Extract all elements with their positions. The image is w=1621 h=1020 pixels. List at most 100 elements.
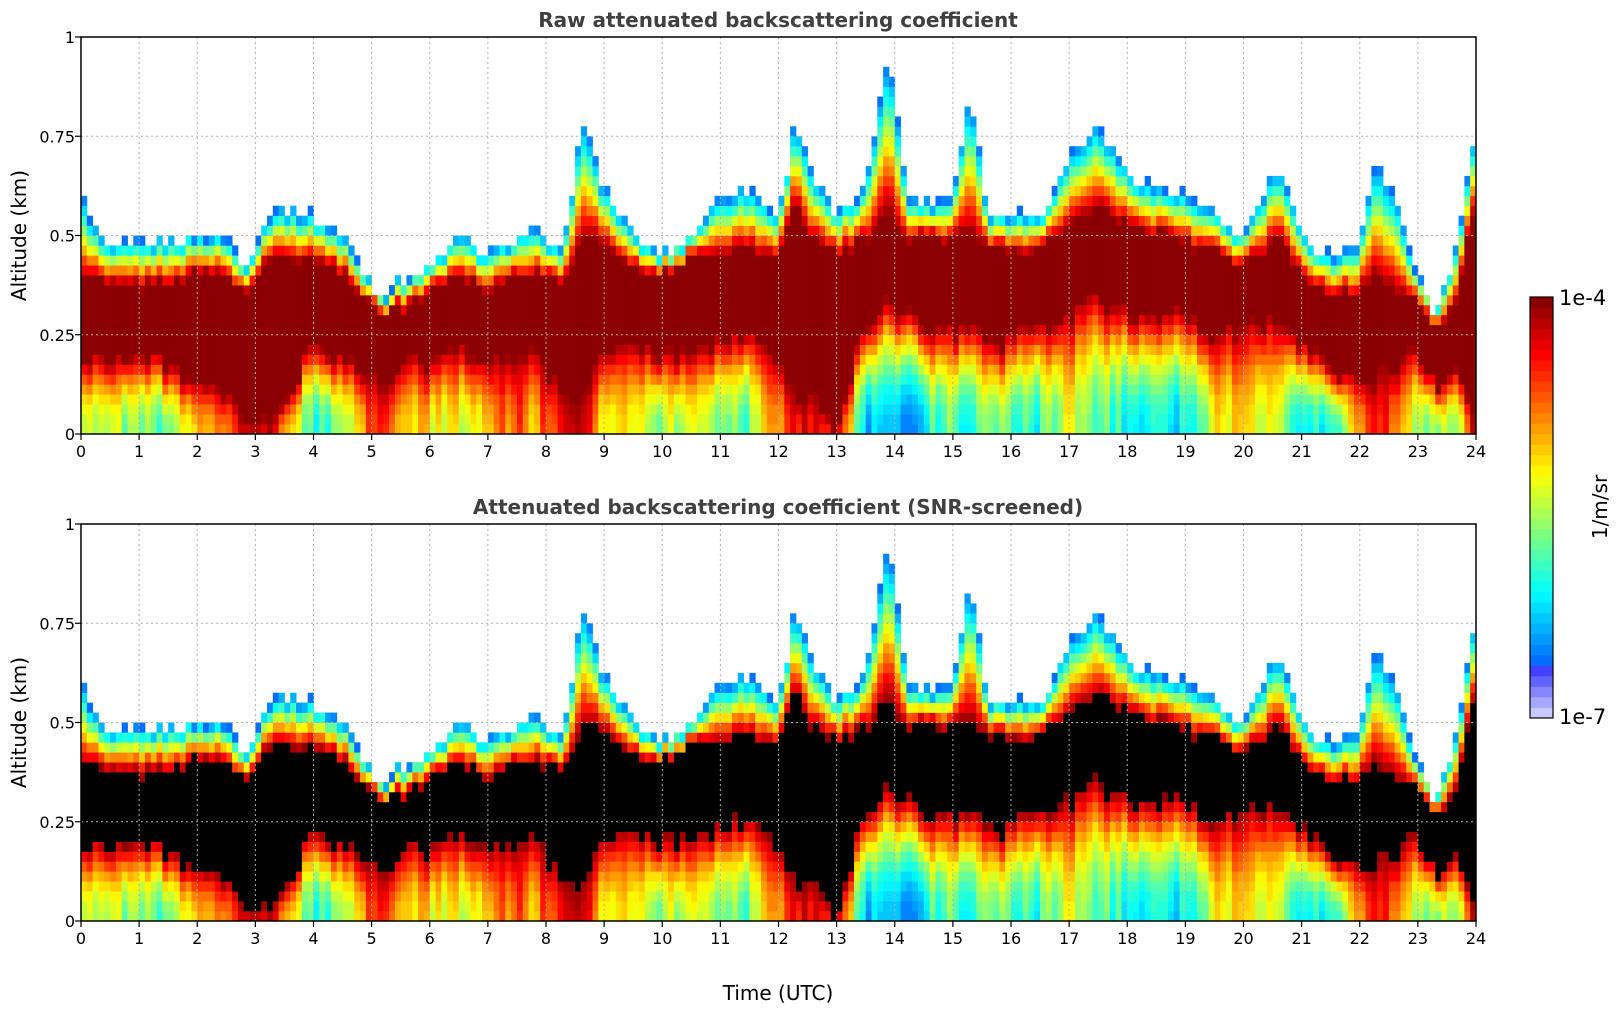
heatmap-cell <box>575 653 582 664</box>
heatmap-cell <box>865 245 872 326</box>
heatmap-cell <box>987 374 994 385</box>
heatmap-cell <box>609 712 617 723</box>
heatmap-cell <box>1290 384 1297 395</box>
heatmap-cell <box>464 742 471 753</box>
heatmap-cell <box>1243 424 1250 435</box>
heatmap-cell <box>522 414 529 435</box>
heatmap-cell <box>900 324 907 336</box>
x-tick-label: 7 <box>483 442 493 461</box>
heatmap-cell <box>522 762 529 842</box>
heatmap-cell <box>749 841 756 852</box>
heatmap-cell <box>418 772 425 783</box>
heatmap-cell <box>906 205 913 216</box>
heatmap-cell <box>121 235 128 246</box>
heatmap-cell <box>598 245 605 355</box>
heatmap-cell <box>1167 374 1175 385</box>
heatmap-cell <box>476 275 483 286</box>
heatmap-cell <box>737 235 745 246</box>
heatmap-cell <box>854 374 861 385</box>
heatmap-cell <box>1272 195 1279 207</box>
heatmap-cell <box>313 752 320 832</box>
heatmap-cell <box>976 324 983 336</box>
heatmap-cell <box>464 414 471 425</box>
heatmap-cell <box>801 185 808 197</box>
heatmap-cell <box>1191 255 1198 316</box>
heatmap-cell <box>1051 185 1058 197</box>
heatmap-cell <box>319 364 326 375</box>
heatmap-cell <box>208 732 216 743</box>
heatmap-cell <box>482 782 489 842</box>
heatmap-cell <box>1127 394 1134 405</box>
heatmap-cell <box>813 901 820 922</box>
heatmap-cell <box>1226 235 1233 246</box>
heatmap-cell <box>156 404 163 415</box>
heatmap-cell <box>894 881 901 892</box>
heatmap-cell <box>662 374 669 385</box>
heatmap-cell <box>993 364 1000 375</box>
heatmap-cell <box>1080 195 1087 207</box>
heatmap-cell <box>772 225 779 236</box>
heatmap-cell <box>691 901 698 912</box>
heatmap-cell <box>766 354 774 365</box>
heatmap-cell <box>621 752 628 832</box>
x-tick-label: 17 <box>1059 442 1079 461</box>
heatmap-cell <box>1185 235 1192 326</box>
heatmap-cell <box>1307 374 1314 385</box>
heatmap-cell <box>795 404 803 415</box>
heatmap-cell <box>702 712 710 723</box>
heatmap-cell <box>464 374 471 385</box>
heatmap-cell <box>505 891 512 902</box>
heatmap-cell <box>336 911 343 922</box>
heatmap-cell <box>1080 344 1087 355</box>
heatmap-cell <box>191 424 198 435</box>
heatmap-cell <box>278 245 285 256</box>
heatmap-cell <box>360 424 367 435</box>
heatmap-cell <box>1284 235 1291 246</box>
heatmap-cell <box>406 285 413 296</box>
heatmap-cell <box>766 851 774 862</box>
heatmap-cell <box>429 752 436 763</box>
heatmap-cell <box>220 762 227 882</box>
heatmap-cell <box>668 414 675 425</box>
heatmap-cell <box>296 225 303 236</box>
heatmap-cell <box>1313 344 1320 355</box>
heatmap-cell <box>1266 314 1273 326</box>
heatmap-cell <box>702 702 710 713</box>
heatmap-cell <box>801 225 808 405</box>
heatmap-cell <box>639 404 646 415</box>
heatmap-cell <box>883 791 890 803</box>
heatmap-cell <box>947 344 954 355</box>
heatmap-cell <box>1307 384 1314 395</box>
heatmap-cell <box>214 265 221 276</box>
heatmap-cell <box>575 732 582 743</box>
heatmap-cell <box>766 384 774 395</box>
heatmap-cell <box>1197 424 1204 435</box>
heatmap-cell <box>458 881 466 892</box>
heatmap-cell <box>1266 374 1273 385</box>
heatmap-cell <box>522 861 529 872</box>
heatmap-cell <box>836 732 843 743</box>
heatmap-cell <box>1022 255 1029 326</box>
heatmap-cell <box>702 344 710 355</box>
heatmap-cell <box>888 662 896 674</box>
heatmap-cell <box>976 364 983 375</box>
heatmap-cell <box>662 891 669 902</box>
heatmap-cell <box>540 384 547 395</box>
heatmap-cell <box>662 831 669 842</box>
heatmap-cell <box>563 881 570 892</box>
heatmap-cell <box>801 414 808 435</box>
heatmap-cell <box>720 424 727 435</box>
heatmap-cell <box>499 861 506 872</box>
heatmap-cell <box>156 235 163 246</box>
heatmap-cell <box>1377 245 1384 256</box>
heatmap-cell <box>1144 314 1151 326</box>
heatmap-cell <box>912 424 919 435</box>
heatmap-cell <box>418 762 425 773</box>
heatmap-cell <box>871 344 878 355</box>
heatmap-cell <box>505 364 512 375</box>
y-tick-label: 0.25 <box>39 326 75 345</box>
heatmap-cell <box>127 404 134 415</box>
heatmap-cell <box>1417 404 1425 415</box>
heatmap-cell <box>726 831 733 842</box>
heatmap-cell <box>621 394 628 405</box>
